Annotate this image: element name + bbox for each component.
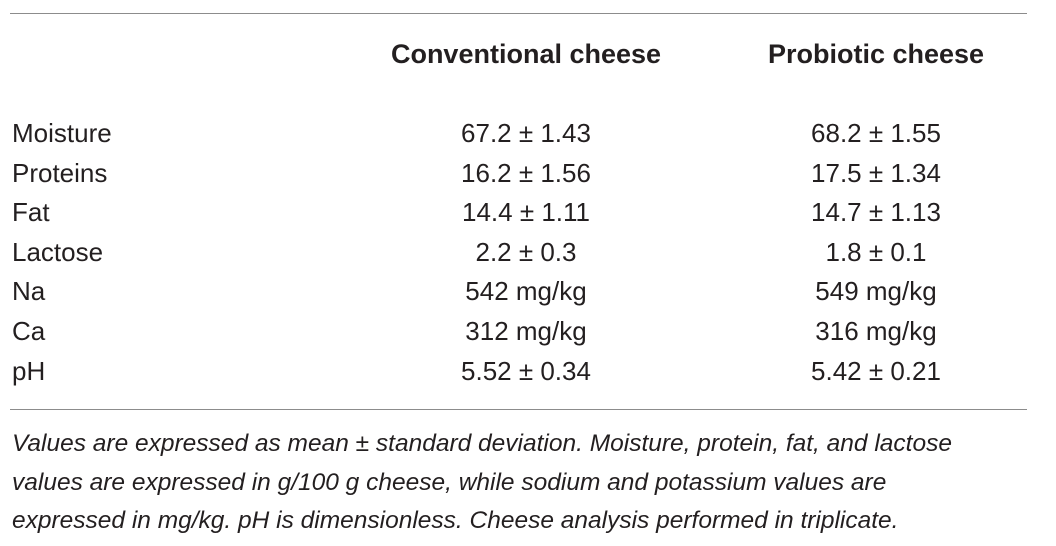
- table-row: Na 542 mg/kg 549 mg/kg: [0, 272, 1056, 312]
- probiotic-value: 17.5 ± 1.34: [811, 157, 941, 188]
- row-label: Na: [12, 276, 46, 307]
- probiotic-value: 316 mg/kg: [815, 315, 937, 346]
- conventional-value: 14.4 ± 1.11: [462, 197, 590, 228]
- footnote-line: expressed in mg/kg. pH is dimensionless.…: [12, 507, 899, 534]
- conventional-value: 2.2 ± 0.3: [475, 236, 577, 267]
- column-header-probiotic: Probiotic cheese: [767, 39, 985, 69]
- table-row: Fat 14.4 ± 1.11 14.7 ± 1.13: [0, 193, 1056, 233]
- table-row: Lactose 2.2 ± 0.3 1.8 ± 0.1: [0, 233, 1056, 273]
- probiotic-value: 1.8 ± 0.1: [825, 236, 927, 267]
- conventional-value: 542 mg/kg: [465, 276, 587, 307]
- column-header-conventional: Conventional cheese: [390, 39, 662, 69]
- probiotic-value: 14.7 ± 1.13: [811, 197, 941, 228]
- row-label: Ca: [12, 315, 46, 346]
- conventional-value: 5.52 ± 0.34: [461, 355, 591, 386]
- footnote-line: values are expressed in g/100 g cheese, …: [12, 468, 887, 496]
- table-body: Moisture 67.2 ± 1.43 68.2 ± 1.55 Protein…: [0, 114, 1056, 391]
- row-label: Moisture: [12, 118, 112, 148]
- table-header: Conventional cheese Probiotic cheese: [0, 34, 1056, 74]
- row-label: Fat: [12, 197, 50, 228]
- row-label: pH: [12, 355, 46, 386]
- table-row: Proteins 16.2 ± 1.56 17.5 ± 1.34: [0, 154, 1056, 194]
- table-footnote: Values are expressed as mean ± standard …: [12, 425, 1042, 541]
- conventional-value: 16.2 ± 1.56: [461, 157, 591, 188]
- table-row: Ca 312 mg/kg 316 mg/kg: [0, 312, 1056, 352]
- table-row: pH 5.52 ± 0.34 5.42 ± 0.21: [0, 352, 1056, 392]
- probiotic-value: 5.42 ± 0.21: [811, 355, 941, 386]
- table-row: Moisture 67.2 ± 1.43 68.2 ± 1.55: [0, 114, 1056, 154]
- conventional-value: 67.2 ± 1.43: [461, 118, 591, 148]
- table-top-rule: [10, 13, 1027, 14]
- probiotic-value: 68.2 ± 1.55: [811, 118, 941, 148]
- table-bottom-rule: [10, 409, 1027, 410]
- conventional-value: 312 mg/kg: [465, 315, 587, 346]
- footnote-line: Values are expressed as mean ± standard …: [12, 430, 952, 457]
- row-label: Proteins: [12, 157, 108, 188]
- probiotic-value: 549 mg/kg: [815, 276, 937, 307]
- row-label: Lactose: [12, 236, 104, 267]
